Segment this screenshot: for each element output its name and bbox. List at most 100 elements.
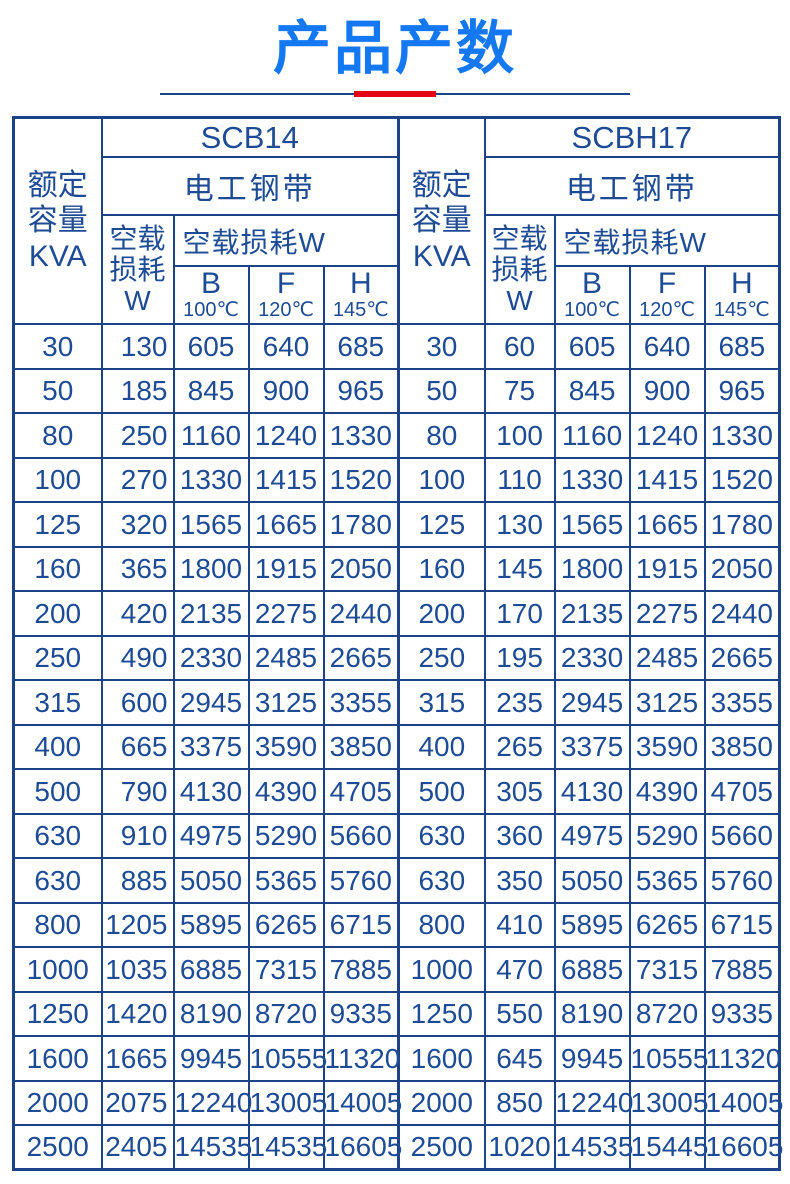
cell-loss-f: 15445 [628, 1124, 708, 1171]
cell-noload-w: 1035 [100, 946, 175, 993]
cell-kva: 1250 [12, 990, 103, 1038]
cell-loss-f: 3125 [247, 679, 325, 726]
cell-loss-h: 7885 [703, 946, 781, 993]
header-kva-right: 额定 容量 KVA [397, 116, 486, 326]
cell-noload-w: 2075 [100, 1079, 175, 1127]
cell-loss-f: 3125 [628, 679, 706, 726]
cell-kva: 400 [397, 723, 486, 771]
cell-noload-w: 550 [483, 990, 556, 1038]
cell-loss-h: 2050 [322, 545, 400, 593]
cell-loss-f: 1665 [628, 501, 706, 548]
cell-loss-b: 1800 [172, 545, 250, 593]
cell-loss-f: 7315 [247, 946, 325, 993]
cell-noload-w: 885 [100, 857, 175, 904]
cell-loss-h: 4705 [703, 768, 781, 815]
cell-loss-f: 7315 [628, 946, 706, 993]
cell-loss-b: 1330 [553, 456, 631, 504]
cell-loss-h: 7885 [322, 946, 400, 993]
table-row: 2500 2405 14535 14535 16605 2500 1020 14535 1544… [12, 1124, 783, 1171]
header-model-scbh17: SCBH17 [483, 116, 781, 159]
cell-loss-b: 2330 [553, 634, 631, 682]
cell-loss-b: 1330 [172, 456, 250, 504]
cell-noload-w: 305 [483, 768, 556, 815]
cell-loss-f: 1915 [247, 545, 325, 593]
temp-letter: H [730, 267, 753, 301]
cell-loss-f: 2485 [628, 634, 706, 682]
header-noload-left: 空载 损耗 W [100, 214, 175, 326]
header-temp-f-right: F 120℃ [628, 265, 706, 326]
cell-noload-w: 320 [100, 501, 175, 548]
cell-kva: 50 [397, 367, 486, 415]
cell-loss-f: 1915 [628, 545, 706, 593]
cell-noload-w: 410 [483, 901, 556, 949]
header-temp-b-right: B 100℃ [553, 265, 631, 326]
cell-loss-b: 2135 [172, 590, 250, 637]
cell-noload-w: 470 [483, 946, 556, 993]
cell-loss-h: 2440 [322, 590, 400, 637]
cell-kva: 250 [397, 634, 486, 682]
cell-loss-b: 4975 [553, 812, 631, 860]
cell-loss-h: 1330 [322, 412, 400, 459]
cell-noload-w: 145 [483, 545, 556, 593]
cell-noload-w: 910 [100, 812, 175, 860]
cell-noload-w: 790 [100, 768, 175, 815]
cell-noload-w: 365 [100, 545, 175, 593]
header-kva-left: 额定 容量 KVA [12, 116, 103, 326]
cell-noload-w: 130 [100, 323, 175, 370]
cell-kva: 160 [397, 545, 486, 593]
temp-degrees: 145℃ [332, 299, 389, 322]
cell-kva: 2000 [397, 1079, 486, 1127]
cell-kva: 30 [12, 323, 103, 370]
table-row: 50 185 845 900 965 50 75 845 900 965 [12, 367, 781, 415]
cell-loss-f: 1415 [628, 456, 706, 504]
cell-loss-b: 845 [172, 367, 250, 415]
cell-noload-w: 645 [483, 1035, 556, 1082]
cell-kva: 2000 [12, 1079, 103, 1127]
cell-loss-f: 6265 [247, 901, 325, 949]
cell-kva: 1600 [397, 1035, 486, 1082]
cell-loss-b: 1160 [553, 412, 631, 459]
cell-loss-b: 1800 [553, 545, 631, 593]
cell-loss-h: 1780 [703, 501, 781, 548]
cell-loss-b: 2330 [172, 634, 250, 682]
cell-loss-h: 1520 [322, 456, 400, 504]
table-row: 630 910 4975 5290 5660 630 360 4975 5290 5660 [12, 812, 781, 860]
cell-noload-w: 420 [100, 590, 175, 637]
cell-kva: 80 [397, 412, 486, 459]
cell-loss-f: 10555 [628, 1035, 708, 1082]
cell-loss-h: 16605 [322, 1124, 402, 1171]
cell-loss-f: 8720 [628, 990, 706, 1038]
cell-loss-h: 11320 [703, 1035, 781, 1082]
cell-noload-w: 185 [100, 367, 175, 415]
cell-kva: 125 [397, 501, 486, 548]
cell-loss-f: 1415 [247, 456, 325, 504]
cell-loss-b: 1565 [553, 501, 631, 548]
cell-noload-w: 100 [483, 412, 556, 459]
cell-loss-f: 900 [247, 367, 325, 415]
cell-loss-f: 1240 [247, 412, 325, 459]
cell-loss-b: 1565 [172, 501, 250, 548]
table-row: 250 490 2330 2485 2665 250 195 2330 2485 2665 [12, 634, 781, 682]
cell-loss-h: 14005 [703, 1079, 783, 1127]
cell-loss-h: 5760 [703, 857, 781, 904]
cell-loss-h: 5660 [322, 812, 400, 860]
cell-loss-b: 2945 [172, 679, 250, 726]
cell-loss-h: 3850 [703, 723, 781, 771]
cell-kva: 2500 [12, 1124, 103, 1171]
cell-loss-h: 3355 [322, 679, 400, 726]
cell-kva: 80 [12, 412, 103, 459]
cell-loss-b: 9945 [172, 1035, 250, 1082]
cell-noload-w: 110 [483, 456, 556, 504]
cell-noload-w: 265 [483, 723, 556, 771]
cell-kva: 800 [12, 901, 103, 949]
cell-loss-b: 12240 [172, 1079, 252, 1127]
cell-kva: 100 [397, 456, 486, 504]
cell-loss-b: 5050 [553, 857, 631, 904]
cell-kva: 250 [12, 634, 103, 682]
cell-loss-h: 14005 [322, 1079, 402, 1127]
cell-loss-b: 6885 [172, 946, 250, 993]
cell-loss-b: 605 [553, 323, 631, 370]
table-row: 160 365 1800 1915 2050 160 145 1800 1915 2050 [12, 545, 781, 593]
temp-degrees: 145℃ [713, 299, 770, 322]
